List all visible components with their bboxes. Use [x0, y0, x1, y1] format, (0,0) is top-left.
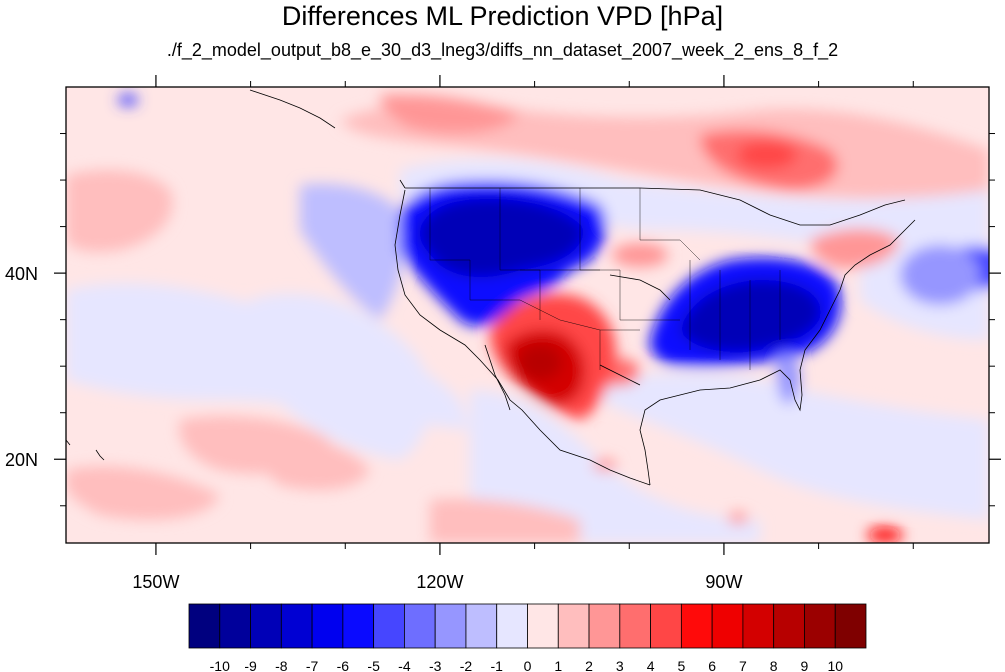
colorbar-label: -9: [244, 658, 257, 672]
colorbar-label: -8: [275, 658, 288, 672]
chart-title: Differences ML Prediction VPD [hPa]: [281, 1, 724, 31]
pacific-coast-light-blue: [300, 183, 404, 320]
colorbar-swatch: [250, 603, 282, 649]
caribbean-red-patch: [867, 527, 903, 543]
colorbar-label: -5: [367, 658, 380, 672]
colorbar-swatch: [280, 603, 313, 649]
colorbar-label: 10: [827, 658, 843, 672]
colorbar-swatch: [219, 603, 251, 649]
colorbar-swatch: [619, 603, 651, 649]
colorbar-label: 5: [677, 658, 685, 672]
colorbar-label: -4: [398, 658, 411, 672]
colorbar-label: 6: [708, 658, 716, 672]
state-borders: [429, 188, 781, 370]
colorbar-swatch: [373, 603, 405, 649]
colorbar-swatch: [742, 603, 775, 649]
colorbar-swatch: [434, 603, 467, 649]
colorbar-label: -3: [429, 658, 442, 672]
mexico-light-blue: [470, 390, 760, 543]
chart-subtitle: ./f_2_model_output_b8_e_30_d3_lneg3/diff…: [166, 40, 839, 60]
y-tick-label: 40N: [5, 264, 38, 284]
colorbar-label: 9: [801, 658, 809, 672]
x-tick-label: 120W: [416, 572, 463, 592]
map-axes: 150W 120W 90W 20N 40N: [5, 75, 1001, 592]
heatmap-field: [66, 87, 989, 543]
colorbar-label: 1: [554, 658, 562, 672]
midwest-red-patch: [612, 243, 668, 267]
colorbar-swatch: [711, 603, 744, 649]
atlantic-blue-patch-2: [900, 245, 980, 305]
colorbar-label: -6: [337, 658, 350, 672]
colorbar-swatch: [311, 603, 344, 649]
colorbar-swatch: [496, 603, 528, 649]
pacific-red-patch-west: [66, 170, 173, 252]
colorbar-swatch: [804, 603, 836, 649]
south-red-spot: [728, 512, 748, 524]
colorbar-label: 3: [616, 658, 624, 672]
x-tick-label: 150W: [132, 572, 179, 592]
pacific-red-patch-southwest: [66, 466, 220, 520]
colorbar-swatch: [404, 603, 436, 649]
colorbar-label: 7: [739, 658, 747, 672]
north-red-band-west: [380, 94, 520, 134]
colorbar-swatch: [588, 603, 621, 649]
canada-red-peak: [737, 141, 797, 169]
colorbar-swatch: [773, 603, 805, 649]
colorbar-label: -2: [460, 658, 473, 672]
colorbar-label: 2: [585, 658, 593, 672]
northeast-red-patch: [810, 228, 900, 269]
colorbar-label: 4: [647, 658, 655, 672]
southwest-red-peak: [518, 344, 562, 380]
plot-frame: [65, 86, 990, 544]
mexico-red-patch-south: [430, 498, 580, 543]
colorbar-swatch: [557, 603, 590, 649]
x-tick-label: 90W: [705, 572, 742, 592]
pacific-red-patch-west-2: [258, 436, 370, 490]
colorbar-swatch: [527, 603, 559, 649]
colorbar-swatch: [680, 603, 713, 649]
southeast-blue-core: [680, 280, 821, 352]
pacific-light-blue-central: [250, 293, 431, 460]
colorbar-label: 8: [770, 658, 778, 672]
alaska-blue-spot: [118, 94, 138, 106]
colorbar-label: -10: [210, 658, 230, 672]
colorbar-swatch: [188, 603, 221, 649]
colorbar-label: -1: [491, 658, 504, 672]
northwest-blue-core: [419, 198, 585, 277]
colorbar-label: 0: [524, 658, 532, 672]
colorbar-swatch: [342, 603, 375, 649]
colorbar-label: -7: [306, 658, 319, 672]
mexico-red-spot: [593, 459, 617, 471]
colorbar-swatch: [650, 603, 682, 649]
y-tick-label: 20N: [5, 450, 38, 470]
colorbar-swatch: [834, 603, 867, 649]
colorbar: -10 -9 -8 -7 -6 -5 -4 -3 -2 -1 0 1 2 3 4 5 6 7 8 9 10: [188, 603, 867, 672]
colorbar-swatch: [465, 603, 498, 649]
gulf-light-blue: [600, 373, 989, 520]
